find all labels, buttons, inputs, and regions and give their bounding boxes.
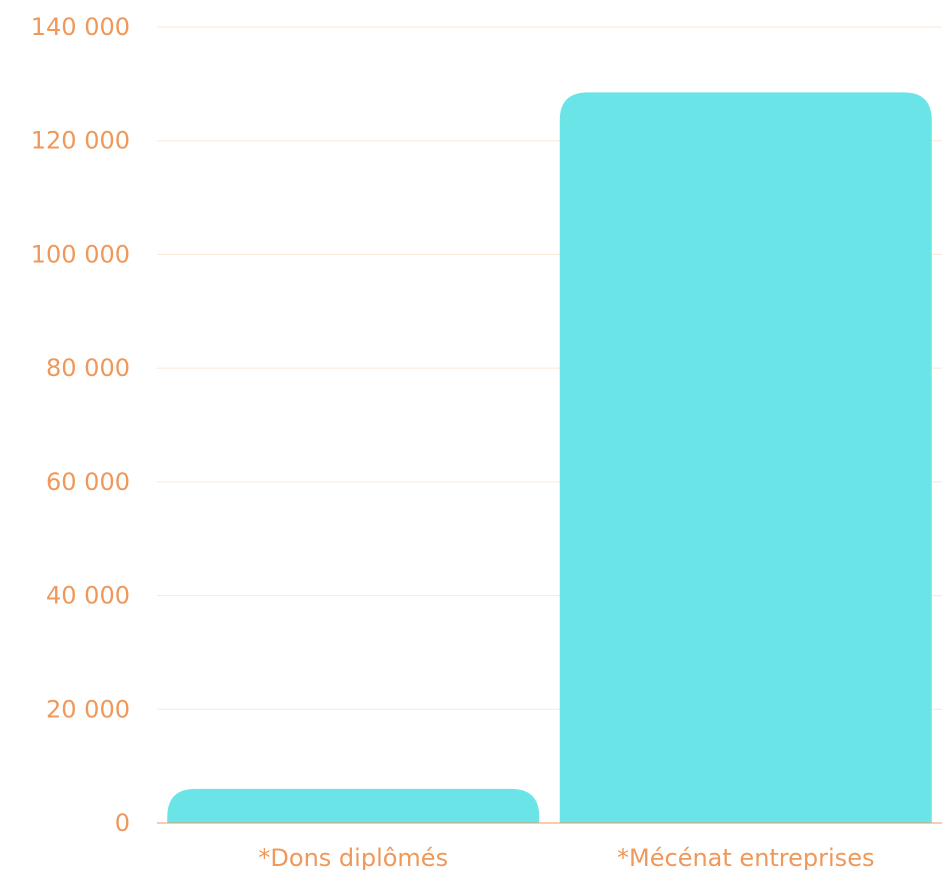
bar-2	[559, 92, 932, 823]
y-tick-label: 120 000	[31, 127, 130, 155]
x-axis-category-labels: *Dons diplômés *Mécénat entreprises	[258, 844, 874, 870]
gridlines	[157, 26, 942, 710]
y-tick-label: 60 000	[46, 468, 130, 496]
y-tick-label: 140 000	[31, 13, 130, 41]
x-category-label: *Mécénat entreprises	[617, 844, 874, 870]
y-tick-label: 40 000	[46, 582, 130, 610]
y-tick-label: 80 000	[46, 354, 130, 382]
y-tick-label: 0	[115, 809, 130, 837]
bar-1	[167, 788, 540, 823]
y-tick-label: 100 000	[31, 240, 130, 268]
y-tick-label: 20 000	[46, 695, 130, 723]
x-category-label: *Dons diplômés	[258, 844, 448, 870]
bars	[167, 92, 932, 823]
y-axis-tick-labels: 0 20 000 40 000 60 000 80 000 100 000 120 000 1…	[31, 13, 130, 837]
